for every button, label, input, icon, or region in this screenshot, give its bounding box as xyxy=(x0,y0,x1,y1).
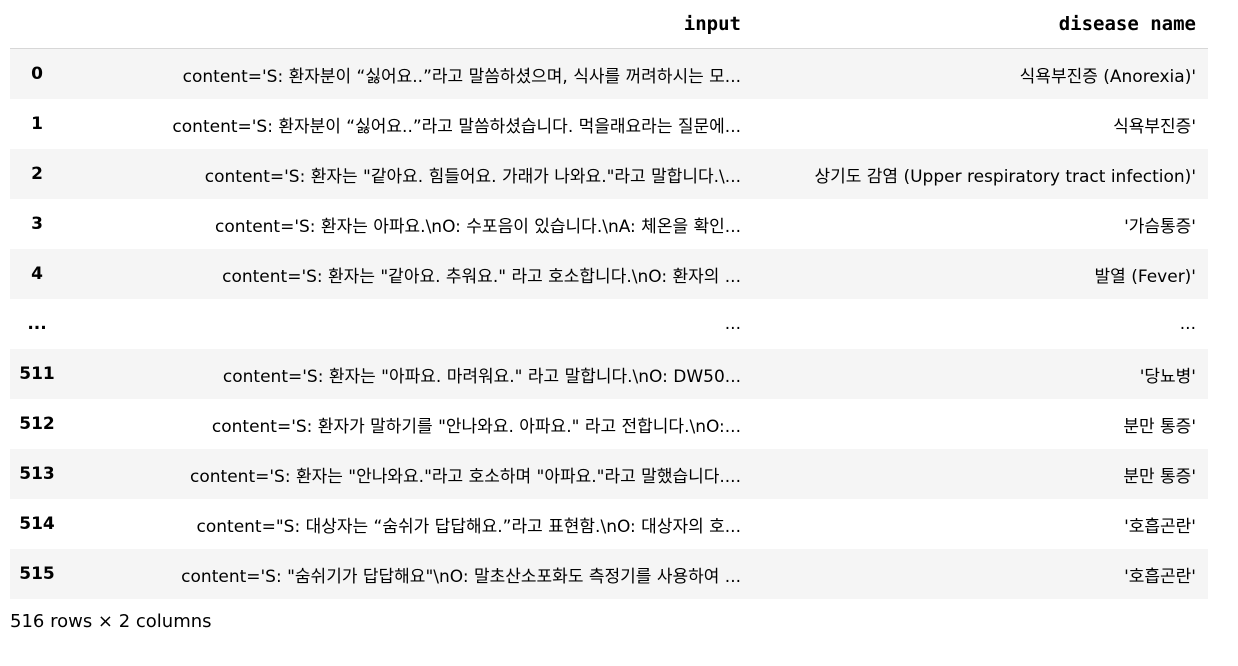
table-body: 0 content='S: 환자분이 “싫어요..”라고 말씀하셨으며, 식사를… xyxy=(10,48,1208,599)
input-cell: content='S: 환자는 "아파요. 마려워요." 라고 말합니다.\nO… xyxy=(64,349,753,399)
table-row: 0 content='S: 환자분이 “싫어요..”라고 말씀하셨으며, 식사를… xyxy=(10,48,1208,99)
input-cell: content='S: "숨쉬기가 답답해요"\nO: 말초산소포화도 측정기를… xyxy=(64,549,753,599)
row-index: 4 xyxy=(10,249,64,299)
table-row: 3 content='S: 환자는 아파요.\nO: 수포음이 있습니다.\nA… xyxy=(10,199,1208,249)
table-row: 513 content='S: 환자는 "안나와요."라고 호소하며 "아파요.… xyxy=(10,449,1208,499)
disease-cell: 식욕부진증' xyxy=(753,99,1208,149)
row-index: 512 xyxy=(10,399,64,449)
row-index: 511 xyxy=(10,349,64,399)
table-row: 512 content='S: 환자가 말하기를 "안나와요. 아파요." 라고… xyxy=(10,399,1208,449)
row-index: 0 xyxy=(10,48,64,99)
input-cell: content='S: 환자는 "같아요. 힘들어요. 가래가 나와요."라고 … xyxy=(64,149,753,199)
row-index: 3 xyxy=(10,199,64,249)
table-row: 4 content='S: 환자는 "같아요. 추워요." 라고 호소합니다.\… xyxy=(10,249,1208,299)
input-cell: content='S: 환자는 "안나와요."라고 호소하며 "아파요."라고 … xyxy=(64,449,753,499)
disease-cell: '가슴통증' xyxy=(753,199,1208,249)
input-cell: content="S: 대상자는 “숨쉬가 답답해요.”라고 표현함.\nO: … xyxy=(64,499,753,549)
row-index: 2 xyxy=(10,149,64,199)
disease-cell: 발열 (Fever)' xyxy=(753,249,1208,299)
table-row: 1 content='S: 환자분이 “싫어요..”라고 말씀하셨습니다. 먹을… xyxy=(10,99,1208,149)
input-cell: content='S: 환자는 "같아요. 추워요." 라고 호소합니다.\nO… xyxy=(64,249,753,299)
input-column-header: input xyxy=(64,0,753,49)
input-cell: content='S: 환자분이 “싫어요..”라고 말씀하셨습니다. 먹을래요… xyxy=(64,99,753,149)
index-header xyxy=(10,0,64,49)
input-cell: content='S: 환자분이 “싫어요..”라고 말씀하셨으며, 식사를 꺼… xyxy=(64,48,753,99)
table-row: 515 content='S: "숨쉬기가 답답해요"\nO: 말초산소포화도 … xyxy=(10,549,1208,599)
row-index: 1 xyxy=(10,99,64,149)
disease-cell: 분만 통증' xyxy=(753,449,1208,499)
dataframe-shape-summary: 516 rows × 2 columns xyxy=(10,611,212,632)
disease-cell: 상기도 감염 (Upper respiratory tract infectio… xyxy=(753,149,1208,199)
input-cell: ... xyxy=(64,299,753,349)
disease-cell: ... xyxy=(753,299,1208,349)
input-cell: content='S: 환자가 말하기를 "안나와요. 아파요." 라고 전합니… xyxy=(64,399,753,449)
disease-cell: '호흡곤란' xyxy=(753,549,1208,599)
row-index: 515 xyxy=(10,549,64,599)
table-row: 514 content="S: 대상자는 “숨쉬가 답답해요.”라고 표현함.\… xyxy=(10,499,1208,549)
disease-cell: '호흡곤란' xyxy=(753,499,1208,549)
row-index: 514 xyxy=(10,499,64,549)
disease-cell: '당뇨병' xyxy=(753,349,1208,399)
disease-cell: 식욕부진증 (Anorexia)' xyxy=(753,48,1208,99)
row-index: 513 xyxy=(10,449,64,499)
ellipsis-row: ... ... ... xyxy=(10,299,1208,349)
input-cell: content='S: 환자는 아파요.\nO: 수포음이 있습니다.\nA: … xyxy=(64,199,753,249)
table-header: input disease name xyxy=(10,0,1208,49)
dataframe-table: input disease name 0 content='S: 환자분이 “싫… xyxy=(10,0,1208,599)
header-row: input disease name xyxy=(10,0,1208,49)
disease-cell: 분만 통증' xyxy=(753,399,1208,449)
disease-name-column-header: disease name xyxy=(753,0,1208,49)
row-index: ... xyxy=(10,299,64,349)
table-row: 511 content='S: 환자는 "아파요. 마려워요." 라고 말합니다… xyxy=(10,349,1208,399)
table-row: 2 content='S: 환자는 "같아요. 힘들어요. 가래가 나와요."라… xyxy=(10,149,1208,199)
